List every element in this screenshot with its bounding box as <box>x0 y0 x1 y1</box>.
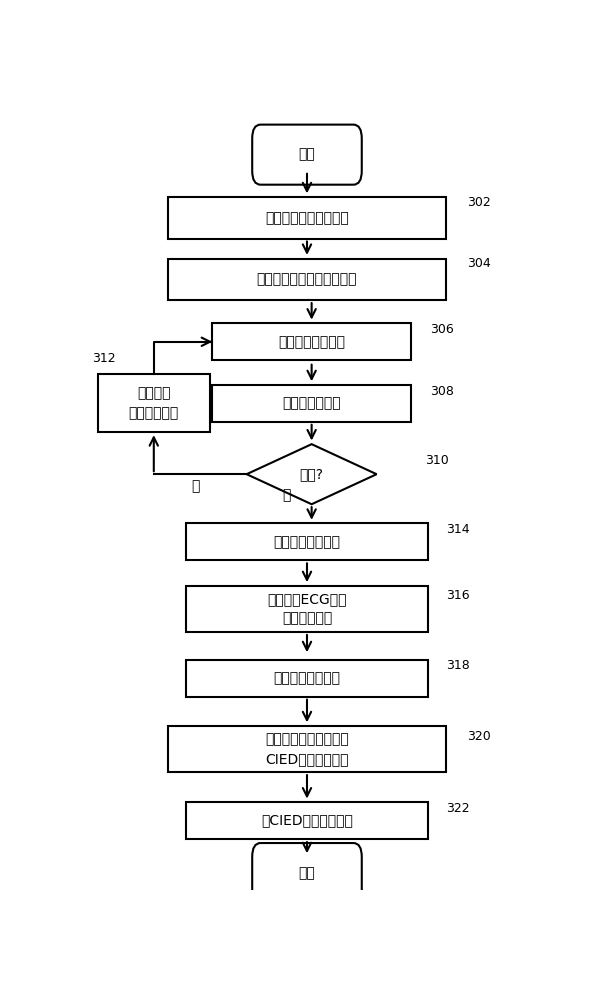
Text: 304: 304 <box>467 257 491 270</box>
Text: 生成基线心室激动序列模拟: 生成基线心室激动序列模拟 <box>257 272 357 286</box>
Text: 306: 306 <box>430 323 454 336</box>
Text: 完成?: 完成? <box>300 467 323 481</box>
Bar <box>98 374 210 432</box>
Text: 308: 308 <box>430 385 454 398</box>
Text: 312: 312 <box>92 352 116 365</box>
Bar <box>186 802 428 839</box>
FancyBboxPatch shape <box>252 843 362 903</box>
Text: 320: 320 <box>467 730 491 742</box>
Text: 302: 302 <box>467 196 491 209</box>
Polygon shape <box>247 444 377 504</box>
Text: 否: 否 <box>192 480 199 494</box>
Text: 318: 318 <box>446 659 470 672</box>
Bar <box>186 660 428 697</box>
Text: 314: 314 <box>446 523 470 536</box>
Text: 322: 322 <box>446 802 470 815</box>
Text: 结束: 结束 <box>299 866 315 880</box>
Bar <box>168 197 446 239</box>
Text: 开始: 开始 <box>299 148 315 162</box>
Text: 修改逆向方案模型: 修改逆向方案模型 <box>278 335 345 349</box>
FancyBboxPatch shape <box>252 125 362 185</box>
Text: 310: 310 <box>425 454 449 467</box>
Text: 向CIED传送起搏参数: 向CIED传送起搏参数 <box>261 814 353 828</box>
Bar <box>212 323 412 360</box>
Bar <box>168 259 446 300</box>
Bar <box>212 385 412 422</box>
Text: 分析心室电异步: 分析心室电异步 <box>282 396 341 410</box>
Text: 选择新的
起搏控制参数: 选择新的 起搏控制参数 <box>129 387 179 420</box>
Text: 将正向方案参数转换为
CIED起搏控制参数: 将正向方案参数转换为 CIED起搏控制参数 <box>265 732 349 766</box>
Text: 表征基线心室激动序列: 表征基线心室激动序列 <box>265 211 349 225</box>
Bar <box>168 726 446 772</box>
Text: 是: 是 <box>282 488 291 502</box>
Text: 316: 316 <box>446 589 470 602</box>
Bar <box>186 523 428 560</box>
Text: 对于体表ECG记录
生成正向方案: 对于体表ECG记录 生成正向方案 <box>267 592 347 626</box>
Text: 存储逆向方案参数: 存储逆向方案参数 <box>274 535 340 549</box>
Bar <box>186 586 428 632</box>
Text: 存储正向方案参数: 存储正向方案参数 <box>274 671 340 685</box>
